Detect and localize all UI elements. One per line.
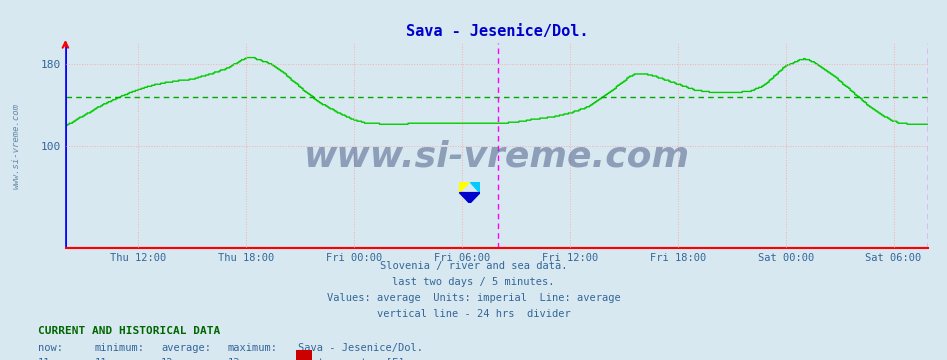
- Text: maximum:: maximum:: [227, 343, 277, 353]
- Text: 13: 13: [227, 358, 240, 360]
- Polygon shape: [459, 193, 480, 203]
- Text: 11: 11: [95, 358, 107, 360]
- Text: now:: now:: [38, 343, 63, 353]
- Text: temperature[F]: temperature[F]: [317, 358, 404, 360]
- Text: vertical line - 24 hrs  divider: vertical line - 24 hrs divider: [377, 309, 570, 319]
- Text: 12: 12: [161, 358, 173, 360]
- Polygon shape: [459, 182, 470, 193]
- Polygon shape: [470, 182, 480, 193]
- Text: www.si-vreme.com: www.si-vreme.com: [304, 139, 690, 173]
- Text: last two days / 5 minutes.: last two days / 5 minutes.: [392, 277, 555, 287]
- Text: Sava - Jesenice/Dol.: Sava - Jesenice/Dol.: [298, 343, 423, 353]
- Text: 11: 11: [38, 358, 50, 360]
- Text: Values: average  Units: imperial  Line: average: Values: average Units: imperial Line: av…: [327, 293, 620, 303]
- Text: average:: average:: [161, 343, 211, 353]
- Text: www.si-vreme.com: www.si-vreme.com: [11, 103, 21, 189]
- Title: Sava - Jesenice/Dol.: Sava - Jesenice/Dol.: [406, 24, 588, 39]
- Text: minimum:: minimum:: [95, 343, 145, 353]
- Text: Slovenia / river and sea data.: Slovenia / river and sea data.: [380, 261, 567, 271]
- Text: CURRENT AND HISTORICAL DATA: CURRENT AND HISTORICAL DATA: [38, 326, 220, 336]
